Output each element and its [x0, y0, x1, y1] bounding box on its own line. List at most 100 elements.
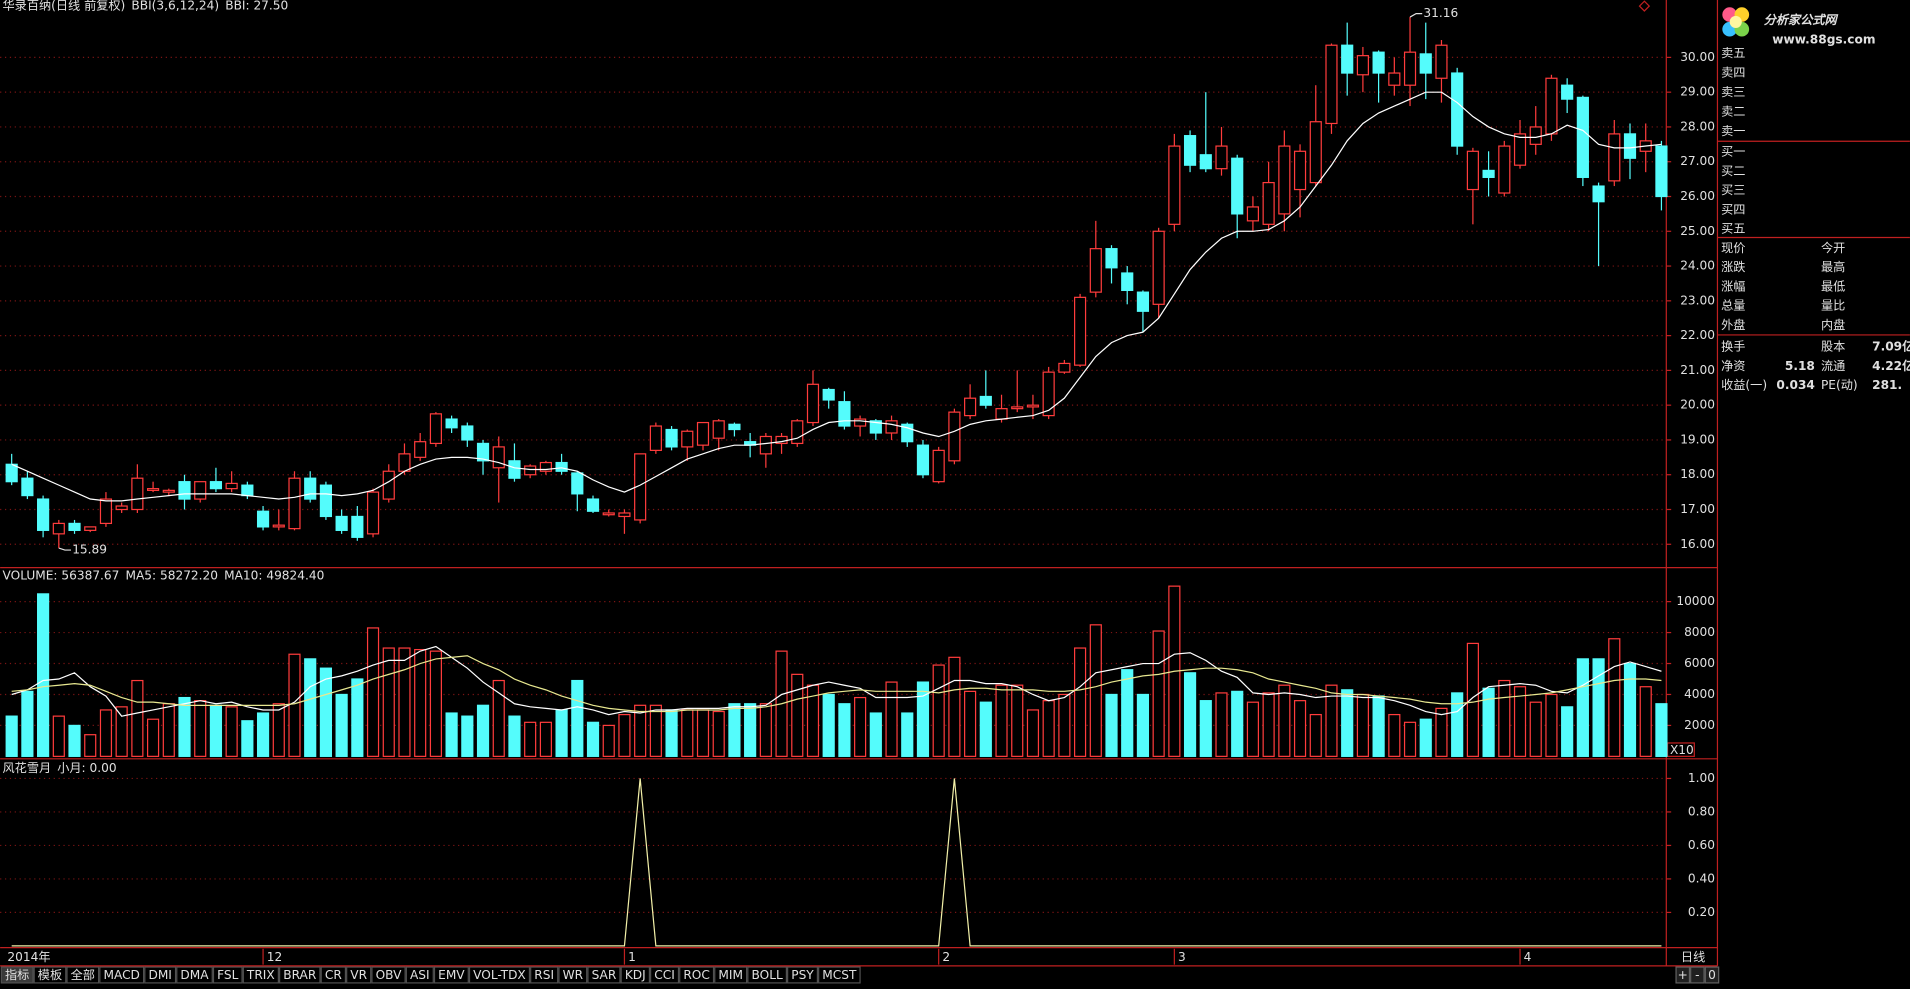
tab-label[interactable]: CCI [654, 968, 675, 982]
volume-bar [178, 696, 191, 757]
tab[interactable]: DMA [176, 966, 213, 984]
tab[interactable]: CR [320, 966, 347, 984]
tab-label[interactable]: DMA [180, 968, 209, 982]
tab-label[interactable]: MCST [822, 968, 857, 982]
volume-bar [1011, 684, 1024, 757]
tab-label[interactable]: 全部 [71, 967, 95, 982]
tab-box[interactable] [320, 966, 347, 984]
tab-label[interactable]: MIM [718, 968, 743, 982]
tab-label[interactable]: CR [325, 968, 342, 982]
tab[interactable]: MCST [818, 966, 861, 984]
candle-body [1372, 51, 1385, 74]
tab-label[interactable]: DMI [148, 968, 171, 982]
tab-box[interactable] [99, 966, 145, 984]
volume-bar [1152, 630, 1165, 757]
candle-body [665, 428, 678, 448]
x-tick-label: 3 [1178, 950, 1186, 964]
volume-bar [649, 704, 662, 757]
tab-box[interactable] [818, 966, 861, 984]
tab[interactable]: OBV [371, 966, 406, 984]
control-button[interactable] [1690, 966, 1705, 984]
candle-body [618, 512, 631, 518]
control-button[interactable] [1704, 966, 1720, 984]
control-label[interactable]: 0 [1708, 968, 1716, 982]
tab[interactable]: 指标 [0, 966, 34, 984]
tab-box[interactable] [0, 966, 34, 984]
tab-box[interactable] [747, 966, 788, 984]
tab[interactable]: DMI [144, 966, 177, 984]
tab-label[interactable]: TRIX [246, 968, 275, 982]
tab-label[interactable]: SAR [592, 968, 617, 982]
tab-box[interactable] [346, 966, 372, 984]
tab-box[interactable] [144, 966, 177, 984]
tab[interactable]: SAR [587, 966, 621, 984]
tab[interactable]: VR [346, 966, 372, 984]
tab-box[interactable] [558, 966, 588, 984]
tab-label[interactable]: MACD [103, 968, 139, 982]
tab[interactable]: CCI [650, 966, 680, 984]
tab[interactable]: MIM [714, 966, 748, 984]
tab-label[interactable]: BRAR [283, 968, 317, 982]
tab[interactable]: 全部 [66, 966, 100, 984]
candle-body [1215, 145, 1228, 170]
control-label[interactable]: - [1695, 968, 1699, 982]
tab-box[interactable] [242, 966, 279, 984]
tab[interactable]: KDJ [620, 966, 651, 984]
tab-label[interactable]: KDJ [625, 968, 646, 982]
tab-box[interactable] [679, 966, 715, 984]
tab-box[interactable] [620, 966, 651, 984]
tab[interactable]: ASI [405, 966, 434, 984]
tab[interactable]: 模板 [33, 966, 67, 984]
tab[interactable]: TRIX [242, 966, 279, 984]
tab-box[interactable] [176, 966, 213, 984]
tab[interactable]: WR [558, 966, 588, 984]
tab-label[interactable]: FSL [217, 968, 238, 982]
control-button[interactable] [1675, 966, 1691, 984]
tab-label[interactable]: ROC [683, 968, 710, 982]
candle-body [1419, 53, 1432, 74]
candle-body [1073, 296, 1087, 366]
tab-box[interactable] [587, 966, 621, 984]
tab-label[interactable]: BOLL [751, 968, 782, 982]
tab-label[interactable]: RSI [534, 968, 554, 982]
tab-box[interactable] [787, 966, 819, 984]
candle-body [1608, 133, 1621, 182]
tab[interactable]: BRAR [278, 966, 321, 984]
tab-box[interactable] [371, 966, 406, 984]
tab-label[interactable]: OBV [376, 968, 403, 982]
tab-box[interactable] [212, 966, 243, 984]
tab[interactable]: BOLL [747, 966, 788, 984]
candle-body [508, 460, 521, 479]
candle-body [555, 461, 568, 472]
tab-box[interactable] [33, 966, 67, 984]
y-tick-label: 0.20 [1688, 905, 1715, 919]
tab-label[interactable]: VOL-TDX [473, 968, 526, 982]
tab-label[interactable]: WR [563, 968, 584, 982]
panel-header: 风花雪月 [3, 760, 52, 775]
tab[interactable]: MACD [99, 966, 145, 984]
tab[interactable]: EMV [433, 966, 469, 984]
tab[interactable]: PSY [787, 966, 819, 984]
tab-box[interactable] [278, 966, 321, 984]
tab-box[interactable] [650, 966, 680, 984]
tab-box[interactable] [66, 966, 100, 984]
tab-label[interactable]: PSY [791, 968, 814, 982]
tab[interactable]: FSL [212, 966, 243, 984]
tab-label[interactable]: 模板 [38, 968, 62, 982]
tab[interactable]: ROC [679, 966, 715, 984]
tab-box[interactable] [530, 966, 559, 984]
tab-label[interactable]: VR [350, 968, 367, 982]
control-label[interactable]: + [1678, 968, 1688, 982]
candle-body [194, 481, 207, 500]
tab-label[interactable]: EMV [438, 968, 465, 982]
tab-label[interactable]: ASI [410, 968, 430, 982]
tab[interactable]: VOL-TDX [468, 966, 531, 984]
tab-label[interactable]: 指标 [5, 967, 29, 982]
tab-box[interactable] [468, 966, 531, 984]
tab-box[interactable] [714, 966, 748, 984]
candle-body [1042, 371, 1055, 417]
tab[interactable]: RSI [530, 966, 559, 984]
candle-body [759, 435, 772, 455]
tab-box[interactable] [433, 966, 469, 984]
tab-box[interactable] [405, 966, 434, 984]
